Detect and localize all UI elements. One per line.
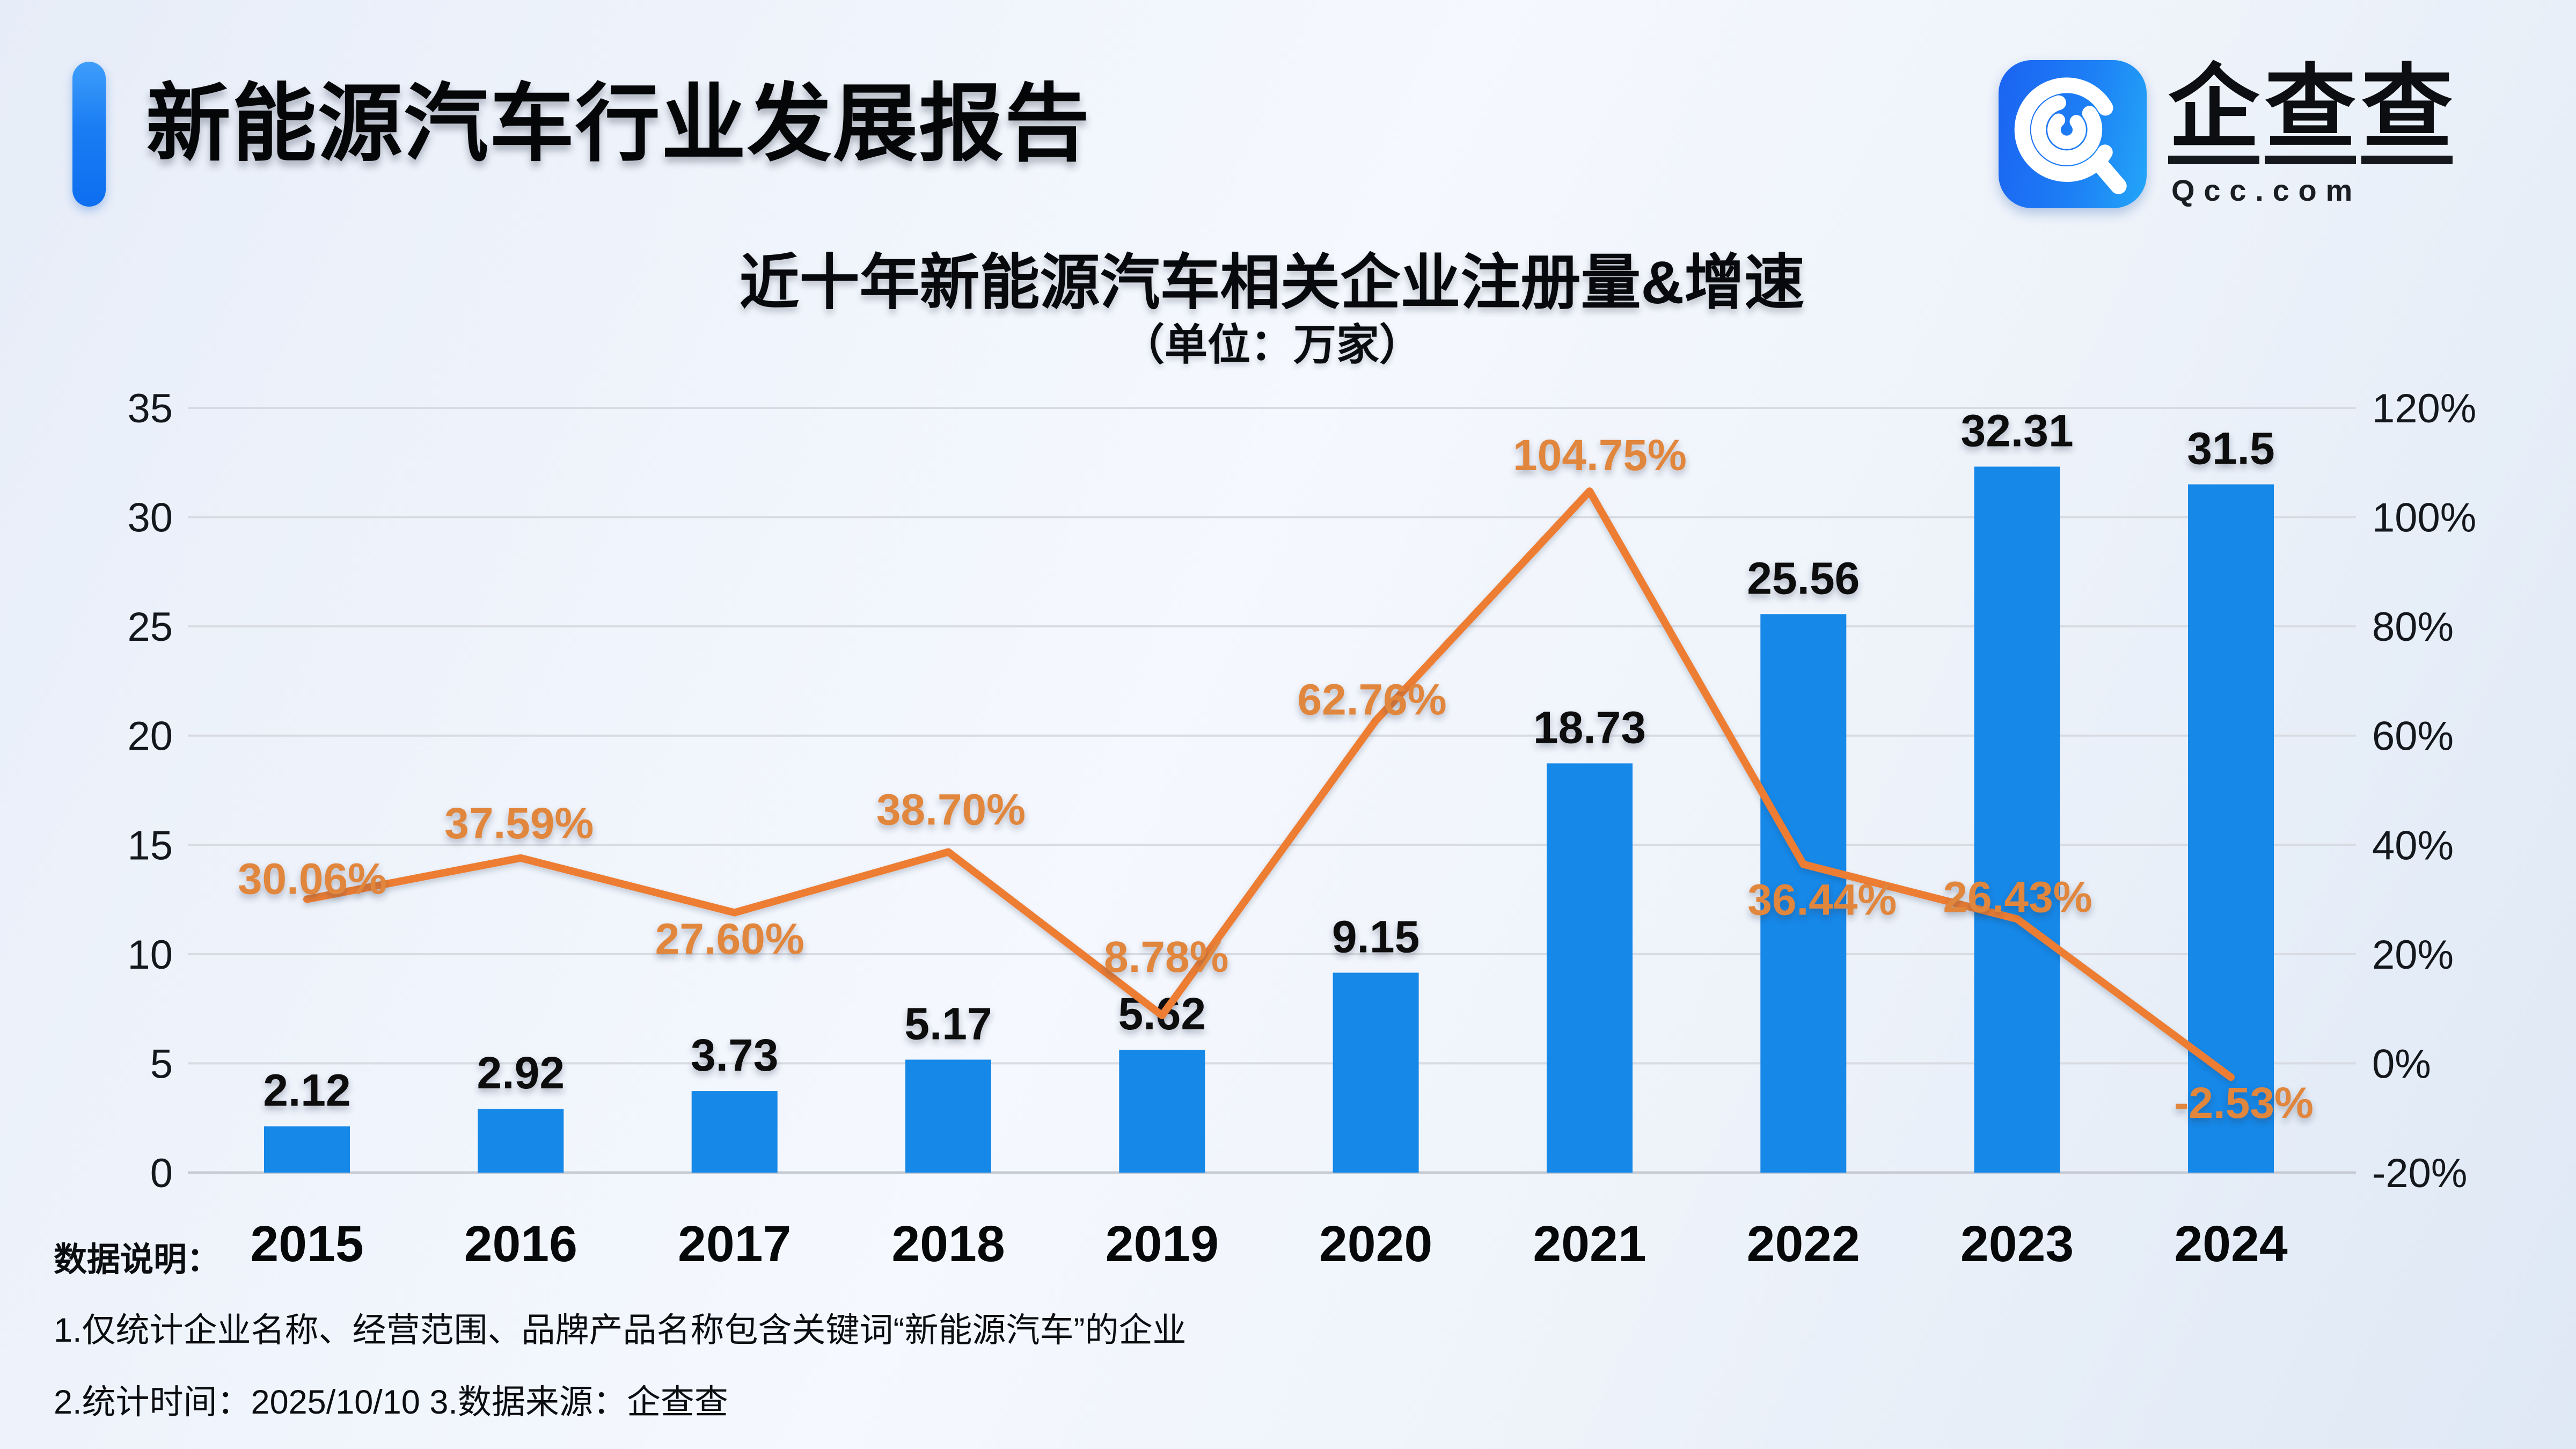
x-axis-label-2015: 2015: [250, 1216, 363, 1272]
right-axis-tick-20%: 20%: [2372, 932, 2454, 978]
growth-label-2023: 26.43%: [1943, 873, 2092, 921]
bar-value-2022: 25.56: [1747, 553, 1860, 603]
growth-label-2024: -2.53%: [2174, 1079, 2314, 1128]
x-axis-label-2022: 2022: [1747, 1216, 1860, 1272]
growth-label-2016: 37.59%: [444, 799, 594, 848]
x-axis-label-2020: 2020: [1319, 1216, 1432, 1272]
bar-2017: [691, 1091, 778, 1173]
growth-label-2017: 27.60%: [655, 915, 804, 964]
bar-value-2017: 3.73: [691, 1030, 779, 1080]
page-title: 新能源汽车行业发展报告: [146, 77, 1091, 171]
growth-label-2019: 8.78%: [1104, 933, 1229, 982]
x-axis-label-2024: 2024: [2174, 1216, 2288, 1272]
left-axis-tick-5: 5: [150, 1041, 173, 1087]
logo-char-2: 查: [2265, 62, 2357, 164]
left-axis-tick-10: 10: [127, 932, 173, 978]
right-axis-tick-60%: 60%: [2372, 714, 2454, 759]
x-axis-label-2019: 2019: [1106, 1216, 1219, 1272]
bar-2015: [264, 1126, 350, 1173]
x-axis-label-2018: 2018: [891, 1216, 1005, 1272]
left-axis-tick-30: 30: [127, 495, 173, 541]
bar-2023: [1974, 466, 2060, 1173]
left-axis-tick-35: 35: [127, 386, 173, 431]
logo-wordmark: 企查查: [2168, 62, 2458, 164]
bar-value-2023: 32.31: [1960, 406, 2073, 456]
bar-value-2024: 31.5: [2187, 423, 2275, 474]
bar-2021: [1547, 763, 1633, 1173]
x-axis-label-2023: 2023: [1960, 1216, 2074, 1272]
x-axis-label-2021: 2021: [1533, 1216, 1646, 1272]
right-axis-tick--20%: -20%: [2372, 1151, 2467, 1196]
right-axis-tick-40%: 40%: [2372, 823, 2454, 868]
header-accent-bar: [72, 62, 106, 207]
x-axis-label-2017: 2017: [678, 1216, 791, 1272]
chart-subtitle: （单位：万家）: [1122, 321, 1422, 369]
left-axis-tick-25: 25: [127, 604, 173, 650]
x-axis-label-2016: 2016: [464, 1216, 577, 1272]
footer-note-1: 1.仅统计企业名称、经营范围、品牌产品名称包含关键词“新能源汽车”的企业: [54, 1312, 1187, 1349]
qcc-logo-mark: [2014, 77, 2127, 194]
growth-label-2022: 36.44%: [1747, 876, 1897, 925]
logo-domain: Qcc.com: [2171, 173, 2362, 207]
footer-data-note-label: 数据说明：: [54, 1241, 221, 1278]
growth-rate-line: [303, 487, 2235, 1081]
bar-2016: [478, 1109, 564, 1173]
bar-2024: [2188, 484, 2274, 1173]
left-axis-tick-20: 20: [127, 714, 173, 759]
bar-value-2018: 5.17: [904, 999, 992, 1049]
bar-value-2020: 9.15: [1332, 912, 1420, 962]
growth-label-2015: 30.06%: [238, 855, 387, 904]
right-axis-tick-0%: 0%: [2372, 1041, 2431, 1087]
right-axis-tick-80%: 80%: [2372, 604, 2454, 650]
growth-label-2020: 62.76%: [1298, 676, 1447, 724]
growth-label-2021: 104.75%: [1513, 431, 1687, 480]
bar-value-2015: 2.12: [263, 1065, 351, 1116]
bar-2020: [1333, 972, 1419, 1173]
bar-2018: [905, 1059, 991, 1173]
bar-2019: [1119, 1050, 1205, 1173]
bar-value-2021: 18.73: [1533, 702, 1646, 752]
right-axis-tick-100%: 100%: [2372, 495, 2476, 541]
bar-value-2016: 2.92: [477, 1048, 565, 1098]
logo-char-1: 企: [2168, 62, 2260, 164]
chart-title: 近十年新能源汽车相关企业注册量&增速: [739, 249, 1805, 316]
left-axis-tick-15: 15: [127, 823, 173, 868]
footer-note-2: 2.统计时间：2025/10/10 3.数据来源：企查查: [54, 1384, 728, 1421]
right-axis-tick-120%: 120%: [2372, 386, 2476, 431]
growth-label-2018: 38.70%: [876, 786, 1026, 835]
logo-char-3: 查: [2361, 62, 2453, 164]
bar-2022: [1760, 614, 1847, 1173]
left-axis-tick-0: 0: [150, 1151, 173, 1196]
qcc-logo-icon: [1999, 60, 2147, 208]
